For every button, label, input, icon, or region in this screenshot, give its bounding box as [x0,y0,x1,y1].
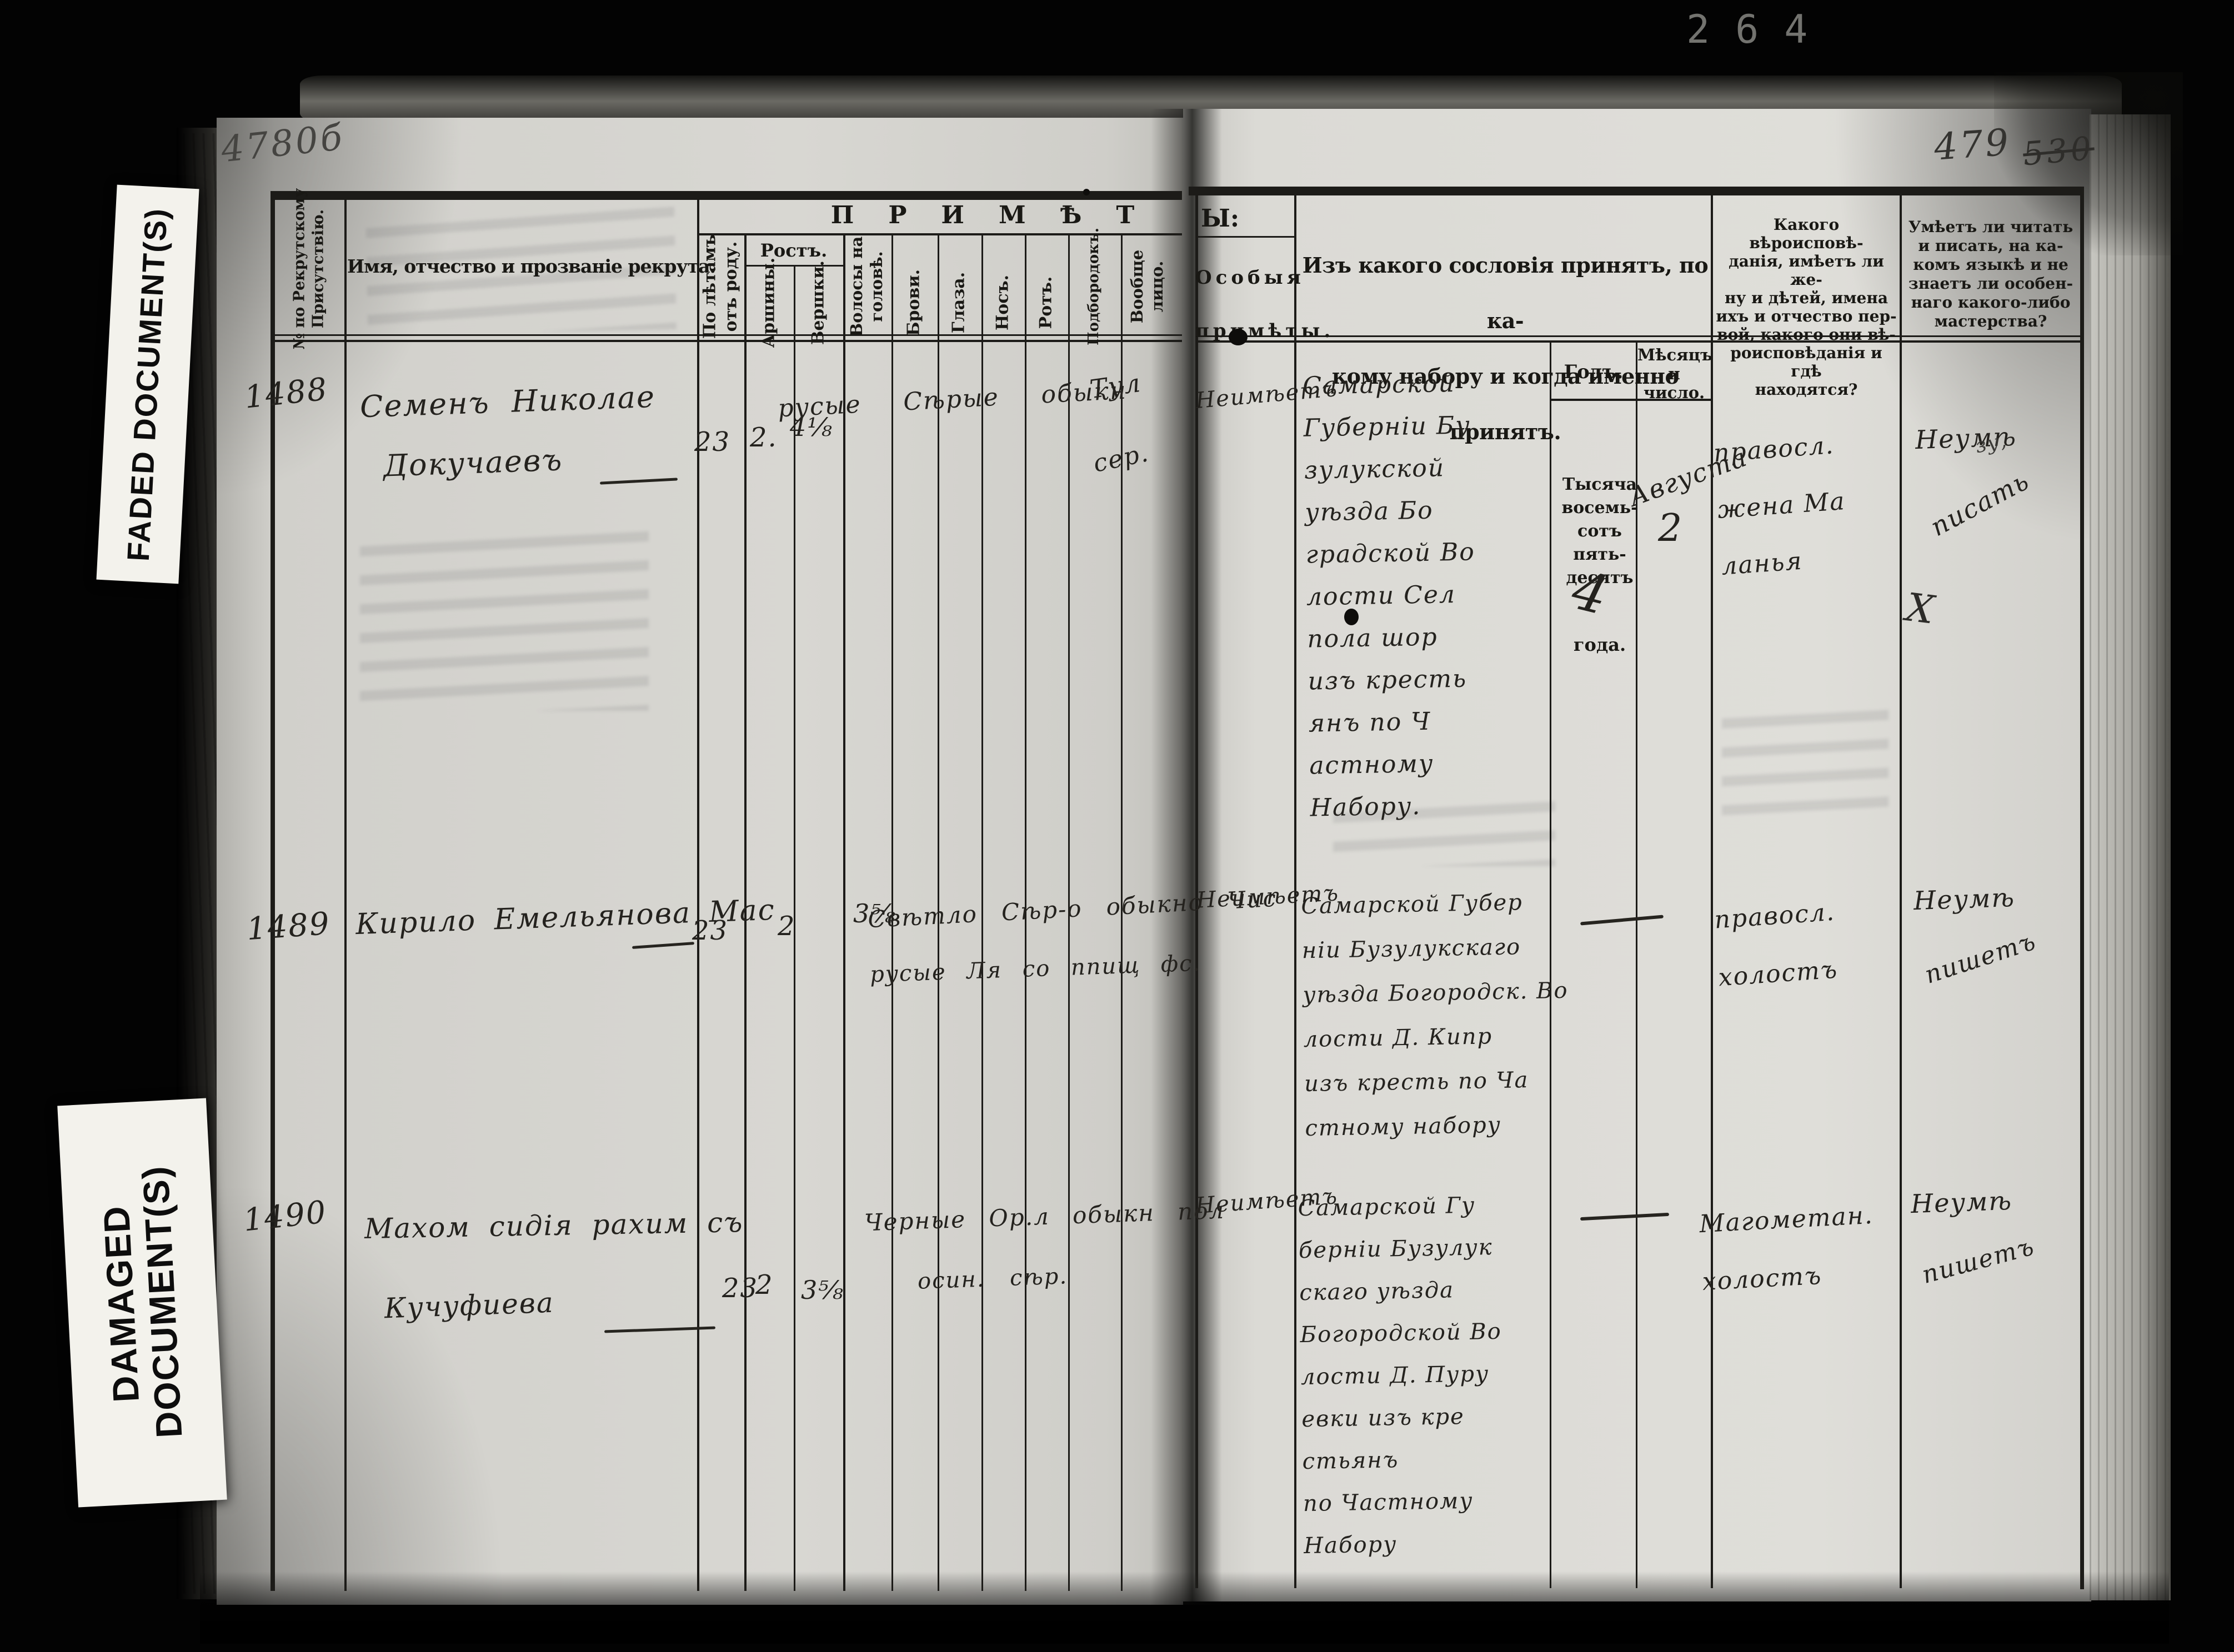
estate-text: Самарской Губер ніи Бузулукскаго уѣзда Б… [1301,890,1569,1142]
page-stack-right-edge [2090,114,2171,1600]
table-line [271,334,1182,336]
margin-x-mark: X [1904,584,1937,633]
arshins-value: 2 [778,911,796,942]
book-gutter-shadow [1151,109,1222,1605]
column-header-vershki: Вершки. [808,260,828,345]
table-line [1294,195,1296,1588]
table-line [1189,187,2084,195]
table-line [843,233,845,1591]
microfilm-frame-counter: 264 [1686,7,1834,52]
column-header-height: Ростъ. [760,240,828,261]
bottom-edge-shadow [200,1571,2169,1644]
literacy-value-line1: Неумѣ [1910,1185,2013,1219]
recruit-name-line2: Докучаевъ [382,442,564,484]
column-header-brows: Брови. [904,269,924,337]
bleed-through-text [1722,700,1889,822]
primety-title-right: Ы: [1201,204,1240,233]
subcolumn-header-year: Годъ. [1564,361,1624,383]
table-line [1900,195,1902,1588]
arshins-value: 2. [750,422,778,453]
table-line [697,200,699,1591]
table-line [271,340,1182,342]
column-header-face: Вообще лицо. [1127,249,1166,324]
features-line2: осин. сѣр. [917,1263,1068,1294]
column-header-hair: Волосы на головѣ. [846,236,886,337]
left-page [217,118,1183,1605]
column-header-nose: Носъ. [993,274,1013,331]
right-edge-streaks [2090,114,2171,1600]
table-line [697,233,1182,235]
table-line [1195,335,2080,337]
column-header-eyes: Глаза. [949,272,969,334]
faith-value: правосл. холостъ [1713,897,1839,992]
estate-text: Самарской Губерніи Бу зулукской уѣзда Бо… [1302,369,1476,822]
ink-blot [1229,329,1248,345]
table-line [744,233,747,1591]
table-line [271,194,275,1591]
page-number-pencil: 479 [1932,120,2012,169]
table-line [2080,194,2084,1589]
arshins-value: 2 [755,1269,774,1300]
column-header-chin: Подбородокъ. [1085,228,1102,345]
column-header-recruit-number: № по Рекрутскому Присутствію. [290,188,327,350]
age-value: 23 [722,1273,759,1304]
column-header-arshins: Аршины. [759,257,779,348]
table-line [1195,236,1295,238]
damaged-document-label-text: DAMAGED DOCUMENT(S) [95,1164,190,1439]
table-line [271,191,1182,200]
faith-value: Магометан. холостъ [1699,1201,1874,1297]
column-header-age: По лѣтамъ отъ роду. [700,234,741,339]
year-printed-text: Тысяча восемь- сотъ пять- десятъ [1561,475,1638,588]
table-line [891,233,893,1591]
table-line [1636,340,1637,1588]
estate-text: Самарской Гу берніи Бузулук скаго уѣзда … [1298,1192,1502,1559]
year-suffix-text: года. [1573,634,1626,655]
table-line [1121,233,1123,1591]
table-line [938,233,939,1591]
column-header-estate: Изъ какого сословія принятъ, по ка- кому… [1302,253,1709,444]
table-line [1550,340,1551,1588]
column-header-name: Имя, отчество и прозваніе рекрута. [347,255,716,277]
table-line [1025,233,1026,1591]
column-header-mouth: Ротъ. [1036,276,1056,329]
day-value: 2 [1658,506,1684,550]
bleed-through-text [1333,794,1555,866]
primety-title-left: ПРИМѢТ [830,201,1169,229]
table-line [1550,399,1712,401]
faded-document-label-text: FADED DOCUMENT(S) [121,206,174,562]
table-line [794,265,795,1591]
recruit-name-line1: Махом сидія рахим съ [364,1206,744,1245]
bleed-through-text [360,528,649,711]
literacy-value-line1: Неумѣ [1913,882,2016,916]
damaged-document-label: DAMAGED DOCUMENT(S) [57,1098,227,1508]
ink-blot [1344,609,1359,625]
table-line [1195,340,2080,343]
row-number: 1489 [245,905,332,948]
table-line [344,200,347,1591]
top-right-corner-curl [1994,72,2183,255]
column-header-literacy: Умѣетъ ли читать и писать, на ка- комъ я… [1908,218,2073,330]
faith-value: правосл. жена Ма ланья [1712,431,1847,581]
recruit-name-line2: Кучуфиева [384,1286,555,1325]
age-value: 23 [692,915,729,946]
table-line [981,233,983,1591]
ink-blot [1083,189,1090,195]
table-line [1711,195,1713,1588]
vershki-value: 4⅛ [790,412,833,442]
age-value: 23 [694,426,731,458]
vershki-value: 3⅝ [853,898,896,928]
page-number-crossed-out: 530 [2021,129,2096,173]
subcolumn-header-month-day: Мѣсяцъ и число. [1637,345,1713,402]
table-line [1068,233,1070,1591]
vershki-value: 3⅝ [801,1275,844,1305]
table-line [1195,194,1198,1588]
column-header-faith: Какого вѣроисповѣ- данія, имѣетъ ли же- … [1716,215,1897,399]
